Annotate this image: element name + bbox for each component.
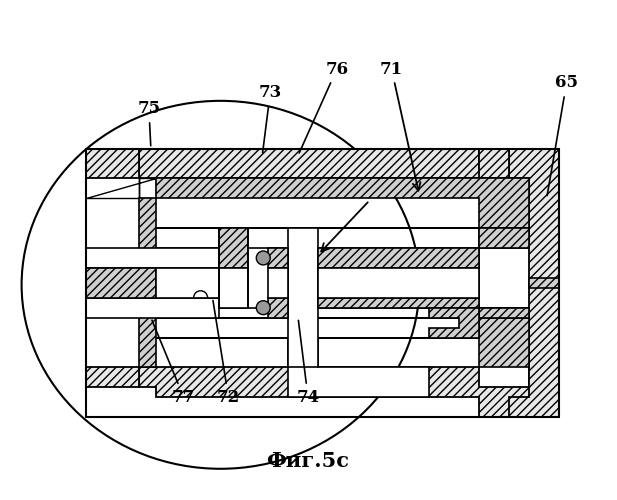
- Polygon shape: [86, 248, 218, 268]
- Text: 72: 72: [213, 300, 240, 406]
- Text: Фиг.5с: Фиг.5с: [267, 451, 349, 471]
- Polygon shape: [479, 148, 509, 178]
- Text: 77: 77: [152, 320, 196, 406]
- Polygon shape: [86, 148, 156, 198]
- Polygon shape: [268, 268, 288, 298]
- Polygon shape: [156, 308, 529, 318]
- Circle shape: [256, 300, 270, 314]
- Polygon shape: [288, 338, 429, 397]
- Polygon shape: [268, 298, 288, 318]
- Ellipse shape: [22, 101, 420, 469]
- Polygon shape: [156, 178, 529, 228]
- Polygon shape: [86, 268, 156, 298]
- Polygon shape: [479, 228, 529, 248]
- Text: 76: 76: [299, 60, 349, 153]
- Polygon shape: [529, 278, 558, 288]
- Polygon shape: [218, 268, 248, 308]
- Text: 75: 75: [138, 100, 160, 146]
- Polygon shape: [318, 268, 479, 298]
- Polygon shape: [509, 148, 558, 417]
- Text: 73: 73: [259, 84, 282, 153]
- Text: 71: 71: [380, 60, 420, 190]
- Polygon shape: [86, 368, 139, 387]
- Circle shape: [256, 251, 270, 265]
- Text: 74: 74: [296, 320, 320, 406]
- Polygon shape: [288, 228, 318, 368]
- Polygon shape: [156, 248, 479, 308]
- Polygon shape: [429, 308, 479, 338]
- Polygon shape: [479, 308, 529, 318]
- Polygon shape: [139, 198, 156, 368]
- Polygon shape: [318, 298, 479, 308]
- Polygon shape: [318, 248, 479, 268]
- Polygon shape: [156, 308, 529, 368]
- Polygon shape: [218, 228, 248, 268]
- Polygon shape: [156, 268, 218, 298]
- Polygon shape: [86, 298, 218, 318]
- Text: 65: 65: [547, 74, 578, 196]
- Polygon shape: [139, 148, 558, 198]
- Polygon shape: [139, 368, 558, 417]
- Polygon shape: [156, 228, 529, 248]
- Polygon shape: [86, 148, 139, 178]
- Polygon shape: [268, 248, 288, 268]
